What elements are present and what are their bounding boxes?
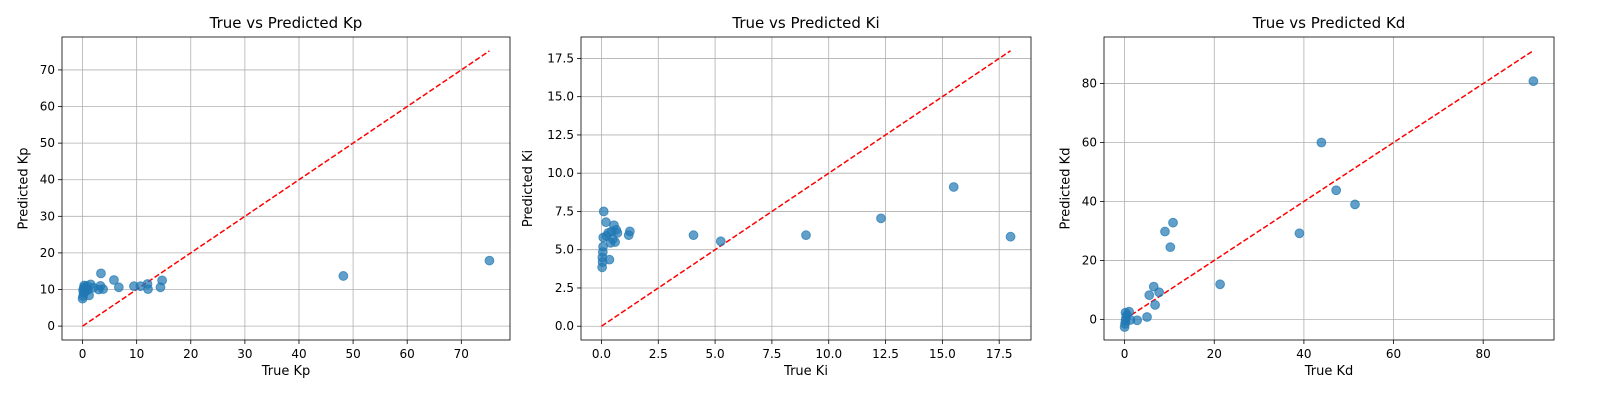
x-tick-label: 0 xyxy=(79,347,87,361)
x-tick-label: 80 xyxy=(1476,347,1491,361)
x-tick-label: 5.0 xyxy=(706,347,725,361)
x-tick-label: 40 xyxy=(1296,347,1311,361)
x-tick-label: 20 xyxy=(183,347,198,361)
ideal-fit-line xyxy=(1124,49,1534,320)
x-axis-label: True Kd xyxy=(1304,364,1354,379)
scatter-point xyxy=(484,255,495,266)
scatter-point xyxy=(1144,290,1155,301)
scatter-point xyxy=(604,254,615,265)
scatter-point xyxy=(96,268,106,279)
scatter-point xyxy=(109,275,119,285)
y-axis-label: Predicted Kd xyxy=(1059,148,1074,230)
plot-area-frame xyxy=(580,36,1032,341)
x-tick-label: 60 xyxy=(400,347,415,361)
scatter-point xyxy=(157,275,167,286)
y-tick-label: 0 xyxy=(1089,312,1097,326)
y-tick-label: 60 xyxy=(40,100,55,114)
y-tick-label: 0.0 xyxy=(555,319,574,333)
scatter-point xyxy=(610,237,620,247)
x-axis-label: True Kp xyxy=(261,364,311,379)
scatter-point xyxy=(598,206,609,217)
scatter-point xyxy=(715,236,726,247)
scatter-point xyxy=(624,226,635,237)
x-tick-label: 50 xyxy=(345,347,360,361)
x-tick-label: 20 xyxy=(1207,347,1222,361)
y-tick-label: 30 xyxy=(40,209,55,223)
y-tick-label: 20 xyxy=(1082,253,1097,267)
scatter-point xyxy=(1168,217,1178,228)
x-tick-label: 60 xyxy=(1386,347,1401,361)
chart-panel-1: 0 10 20 30 40 50 60 70 0 10 20 30 40 50 60 70 True vs Pr… xyxy=(17,14,511,379)
y-tick-label: 5.0 xyxy=(555,243,574,257)
scatter-point xyxy=(1154,287,1165,298)
x-tick-label: 40 xyxy=(291,347,306,361)
x-tick-label: 0.0 xyxy=(592,347,611,361)
x-tick-label: 30 xyxy=(237,347,252,361)
chart-panel-3: 0 20 40 60 80 0 20 40 60 80 True vs Predicted Kd Tr… xyxy=(1059,14,1555,379)
x-tick-label: 12.5 xyxy=(872,347,899,361)
scatter-point xyxy=(1142,312,1152,322)
y-tick-label: 40 xyxy=(1082,194,1097,208)
y-tick-label: 12.5 xyxy=(547,128,574,142)
x-tick-label: 10.0 xyxy=(815,347,842,361)
scatter-point xyxy=(1528,76,1539,87)
scatter-point xyxy=(1215,279,1225,290)
y-tick-label: 10 xyxy=(40,283,55,297)
scatter-point xyxy=(876,213,886,224)
y-axis-label: Predicted Kp xyxy=(17,148,32,230)
scatter-point xyxy=(801,230,811,241)
chart-title: True vs Predicted Kp xyxy=(209,14,363,32)
scatter-point xyxy=(1294,228,1305,239)
x-tick-label: 0 xyxy=(1121,347,1129,361)
scatter-point xyxy=(1350,199,1360,210)
scatter-point xyxy=(688,230,699,241)
chart-panel-2: 0.0 2.5 5.0 7.5 10.0 12.5 15.0 17.5 0.0 2.5 5.0 7.5… xyxy=(521,14,1032,379)
x-tick-label: 70 xyxy=(454,347,469,361)
x-tick-label: 17.5 xyxy=(986,347,1013,361)
scatter-point xyxy=(1124,306,1134,317)
scatter-point xyxy=(1331,185,1342,196)
scatter-point xyxy=(338,271,349,281)
scatter-point xyxy=(612,227,623,238)
scatter-point xyxy=(1316,137,1327,148)
scatter-point xyxy=(1165,242,1176,253)
scatter-point xyxy=(98,284,109,295)
x-tick-label: 2.5 xyxy=(649,347,668,361)
y-tick-label: 0 xyxy=(47,319,55,333)
scatter-point xyxy=(1132,315,1143,326)
y-tick-label: 50 xyxy=(40,136,55,150)
y-tick-label: 7.5 xyxy=(555,204,574,218)
x-tick-label: 15.0 xyxy=(929,347,956,361)
plot-area-frame xyxy=(61,36,511,341)
plot-area-frame xyxy=(1103,36,1555,341)
scatter-point xyxy=(948,182,959,192)
ideal-fit-line xyxy=(601,50,1011,327)
y-axis-label: Predicted Ki xyxy=(521,150,536,227)
y-tick-label: 70 xyxy=(40,63,55,77)
y-tick-label: 60 xyxy=(1082,136,1097,150)
x-tick-label: 10 xyxy=(129,347,144,361)
scatter-point xyxy=(1150,300,1160,310)
y-tick-label: 20 xyxy=(40,246,55,260)
y-tick-label: 40 xyxy=(40,173,55,187)
scatter-point xyxy=(1160,226,1170,237)
scatter-point xyxy=(84,290,94,301)
scatter-point xyxy=(113,282,124,293)
scatter-point xyxy=(1005,231,1016,242)
x-tick-label: 7.5 xyxy=(762,347,781,361)
y-tick-label: 80 xyxy=(1082,77,1097,91)
chart-title: True vs Predicted Kd xyxy=(1252,14,1406,32)
scatter-point xyxy=(143,284,153,295)
x-axis-label: True Ki xyxy=(783,364,828,379)
y-tick-label: 15.0 xyxy=(547,90,574,104)
y-tick-label: 2.5 xyxy=(555,281,574,295)
chart-title: True vs Predicted Ki xyxy=(731,14,879,32)
y-tick-label: 17.5 xyxy=(547,51,574,65)
y-tick-label: 10.0 xyxy=(547,166,574,180)
